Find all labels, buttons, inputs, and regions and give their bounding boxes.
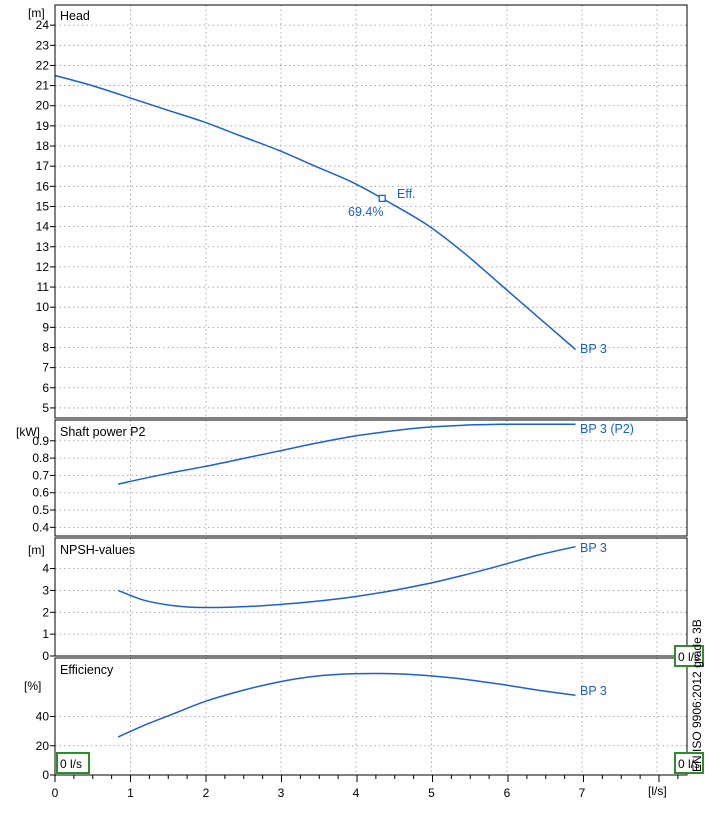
efficiency-series-label: BP 3 [580, 684, 607, 698]
power-curve [118, 423, 576, 485]
head-ticks: 5 6 7 8 9 10 11 12 13 14 15 16 17 18 19 20 21 22 23 24 [36, 18, 55, 415]
efficiency-ytick-label-0: 0 [42, 768, 49, 782]
head-ytick-label-11: 16 [36, 179, 50, 193]
head-ytick-label-4: 9 [42, 320, 49, 334]
flow-box-right-top-border [674, 645, 704, 667]
panel-efficiency: 0 20 40 Efficiency [%] BP 3 0 1 2 3 4 5 6 7 [l/s] [24, 657, 688, 800]
head-ytick-label-16: 21 [36, 79, 50, 93]
x-tick-label-2: 2 [203, 786, 210, 800]
head-ytick-label-14: 19 [36, 119, 50, 133]
panel-npsh: 0 1 2 3 4 NPSH-values [m] BP 3 [28, 537, 688, 663]
power-grid [55, 420, 687, 536]
head-ytick-label-3: 8 [42, 340, 49, 354]
panel-shaft-power: 0.4 0.5 0.6 0.7 0.8 0.9 Shaft power P2 [kW] B… [16, 419, 688, 537]
x-tick-label-5: 5 [428, 786, 435, 800]
panel-head: 5 6 7 8 9 10 11 12 13 14 15 16 17 18 19 20 21 22 23 24 Head… [28, 4, 688, 419]
flow-box-right-bottom-text: 0 l/s [678, 757, 700, 771]
head-ytick-label-18: 23 [36, 38, 50, 52]
power-series-label: BP 3 (P2) [580, 422, 634, 436]
head-ytick-label-17: 22 [36, 58, 50, 72]
x-tick-label-7: 7 [579, 786, 586, 800]
head-ytick-label-7: 12 [36, 260, 50, 274]
head-title: Head [60, 9, 90, 23]
x-axis-ticks: 0 1 2 3 4 5 6 7 [52, 775, 679, 800]
efficiency-title: Efficiency [60, 663, 114, 677]
power-ytick-label-0: 0.4 [32, 520, 49, 534]
efficiency-grid [55, 658, 687, 776]
power-series-line-0 [118, 423, 576, 485]
head-ytick-label-6: 11 [37, 280, 50, 294]
efficiency-ytick-label-1: 20 [36, 739, 50, 753]
head-grid [55, 5, 687, 418]
npsh-series-line-0 [117, 545, 576, 609]
npsh-ticks: 0 1 2 3 4 [42, 562, 55, 663]
power-ytick-label-3: 0.7 [32, 468, 49, 482]
x-tick-label-1: 1 [127, 786, 134, 800]
head-curve [54, 74, 576, 351]
x-tick-label-0: 0 [52, 786, 59, 800]
power-ytick-label-2: 0.6 [32, 486, 49, 500]
head-ytick-label-5: 10 [36, 300, 50, 314]
head-ytick-label-0: 5 [42, 401, 49, 415]
npsh-ytick-label-3: 3 [42, 583, 49, 597]
flow-box-right-bottom: 0 l/s [674, 752, 704, 774]
head-ytick-label-15: 20 [36, 99, 50, 113]
npsh-frame [54, 537, 688, 657]
head-series-line-0 [54, 74, 576, 351]
efficiency-unit: [%] [24, 679, 41, 693]
head-unit: [m] [28, 6, 45, 20]
npsh-ytick-label-2: 2 [42, 605, 49, 619]
x-axis-label: [l/s] [648, 784, 667, 798]
head-ytick-label-10: 15 [36, 199, 50, 213]
power-frame [54, 419, 688, 537]
head-ytick-label-1: 6 [42, 381, 49, 395]
efficiency-marker-value: 69.4% [348, 205, 383, 219]
efficiency-marker-label: Eff. [397, 187, 416, 201]
flow-box-left-bottom: 0 l/s [56, 752, 90, 774]
power-ticks: 0.4 0.5 0.6 0.7 0.8 0.9 [32, 434, 55, 534]
x-tick-label-6: 6 [504, 786, 511, 800]
head-ytick-label-12: 17 [36, 159, 50, 173]
npsh-title: NPSH-values [60, 543, 135, 557]
power-title: Shaft power P2 [60, 425, 146, 439]
npsh-grid [55, 538, 687, 657]
flow-box-left-bottom-text: 0 l/s [60, 757, 82, 771]
head-frame [54, 4, 688, 419]
head-ytick-label-9: 14 [36, 220, 50, 234]
efficiency-curve [117, 672, 576, 738]
efficiency-frame [54, 657, 688, 776]
head-series-label: BP 3 [580, 342, 607, 356]
npsh-ytick-label-4: 4 [42, 562, 49, 576]
npsh-ytick-label-0: 0 [42, 649, 49, 663]
power-ytick-label-4: 0.8 [32, 451, 49, 465]
x-tick-label-3: 3 [278, 786, 285, 800]
head-ytick-label-13: 18 [36, 139, 50, 153]
efficiency-series-line-0 [117, 672, 576, 738]
head-ytick-label-19: 24 [36, 18, 50, 32]
npsh-ytick-label-1: 1 [42, 627, 49, 641]
flow-box-right-bottom-border [674, 752, 704, 774]
power-ytick-label-5: 0.9 [32, 434, 49, 448]
npsh-curve [117, 545, 576, 609]
x-tick-label-4: 4 [353, 786, 360, 800]
power-unit: [kW] [16, 425, 40, 439]
head-ytick-label-2: 7 [42, 361, 49, 375]
npsh-series-label: BP 3 [580, 541, 607, 555]
efficiency-ticks: 0 20 40 [36, 710, 55, 782]
flow-box-right-top-text: 0 l/s [678, 650, 700, 664]
standard-note: EN ISO 9906:2012 grade 3B [690, 619, 704, 772]
flow-box-right-top: 0 l/s [674, 645, 704, 667]
flow-box-left-bottom-border [56, 752, 90, 774]
head-ytick-label-8: 13 [36, 240, 50, 254]
power-ytick-label-1: 0.5 [32, 503, 49, 517]
efficiency-marker [378, 194, 386, 203]
npsh-unit: [m] [28, 543, 45, 557]
efficiency-ytick-label-2: 40 [36, 710, 50, 724]
